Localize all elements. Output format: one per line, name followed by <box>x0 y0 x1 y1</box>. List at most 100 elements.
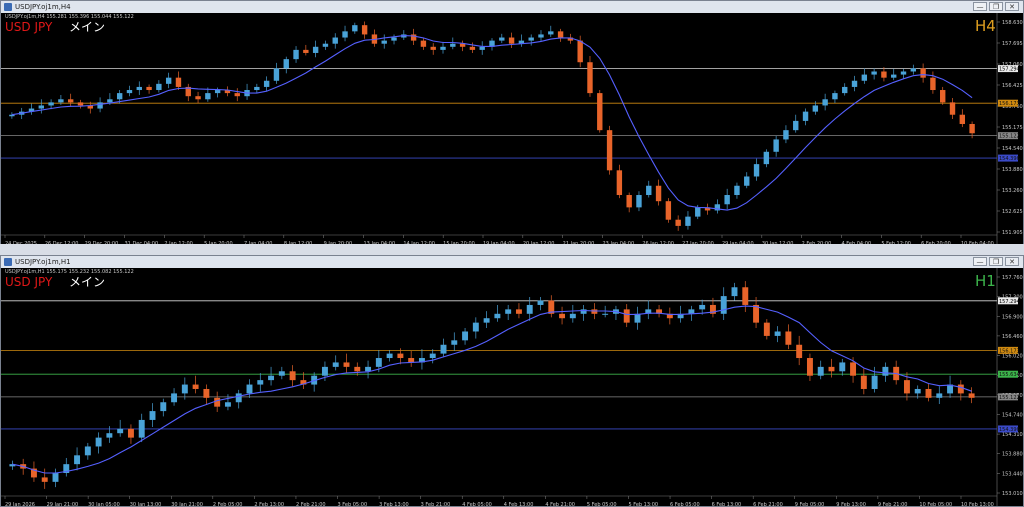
y-tick-label: 153.010 <box>1002 491 1023 497</box>
x-tick-label: 29 Jan 04:00 <box>722 241 754 244</box>
candle-body <box>149 411 156 420</box>
y-tick-label: 157.060 <box>1002 62 1023 68</box>
candlestick-chart-h1[interactable]: 157.760157.300156.900156.460156.020155.5… <box>1 268 1023 506</box>
candle-body <box>332 362 339 367</box>
candle-body <box>914 388 921 394</box>
candle-body <box>861 74 868 81</box>
candle-body <box>793 120 799 131</box>
chart-area-h1[interactable]: 157.760157.300156.900156.460156.020155.5… <box>1 268 1023 506</box>
candle-body <box>246 384 253 394</box>
candle-body <box>84 446 91 456</box>
x-tick-label: 30 Jan 05:00 <box>88 502 120 506</box>
x-tick-label: 2 Feb 21:00 <box>296 502 326 506</box>
x-tick-label: 4 Feb 13:00 <box>504 502 534 506</box>
candle-body <box>724 195 730 205</box>
x-tick-label: 10 Feb 13:00 <box>961 502 994 506</box>
symbol-label: USD JPY <box>5 20 53 34</box>
price-label: 155.122 <box>999 395 1020 401</box>
candle-body <box>714 204 721 211</box>
candle-body <box>949 102 956 115</box>
close-button[interactable]: ✕ <box>1005 257 1019 266</box>
candle-body <box>753 304 760 323</box>
candle-body <box>665 201 672 220</box>
x-tick-label: 3 Feb 13:00 <box>379 502 409 506</box>
candle-body <box>41 477 48 482</box>
candle-body <box>704 207 711 211</box>
x-tick-label: 9 Feb 13:00 <box>836 502 866 506</box>
candle-body <box>52 473 59 482</box>
candle-body <box>557 31 564 38</box>
candle-body <box>763 151 770 165</box>
candle-body <box>440 46 446 50</box>
candle-body <box>354 366 361 372</box>
candle-body <box>175 77 182 87</box>
candle-body <box>483 318 490 323</box>
price-label-box <box>998 99 1018 107</box>
x-tick-label: 30 Jan 13:00 <box>130 502 162 506</box>
x-tick-label: 31 Dec 04:00 <box>125 241 159 244</box>
candle-body <box>508 37 515 44</box>
x-tick-label: 14 Jan 12:00 <box>403 241 435 244</box>
candle-body <box>156 83 162 91</box>
candle-body <box>699 304 706 310</box>
y-tick-label: 152.625 <box>1002 209 1023 215</box>
minimize-button[interactable]: — <box>973 257 987 266</box>
chart-window-icon <box>4 258 12 266</box>
candle-body <box>655 185 662 202</box>
y-tick-label: 153.440 <box>1002 471 1023 477</box>
candle-body <box>753 164 760 177</box>
candle-body <box>195 96 201 100</box>
candle-body <box>538 34 544 38</box>
moving-average-line <box>11 35 973 211</box>
candle-body <box>58 99 64 103</box>
chart-window-h1[interactable]: USDJPY.oj1m,H1 — ❐ ✕ 157.760157.300156.9… <box>0 255 1024 507</box>
x-tick-label: 6 Feb 05:00 <box>670 502 700 506</box>
candle-body <box>606 130 613 171</box>
minimize-button[interactable]: — <box>973 2 987 11</box>
price-label-box <box>998 132 1018 140</box>
candle-body <box>63 464 70 474</box>
candle-body <box>666 313 673 319</box>
y-tick-label: 157.760 <box>1002 275 1023 281</box>
x-tick-label: 23 Jan 04:00 <box>603 241 635 244</box>
price-label: 155.122 <box>999 134 1020 140</box>
chart-area-h4[interactable]: 158.630 157.695 157.060 156.425 155.760 155.1… <box>1 13 1023 244</box>
price-label: 154.396 <box>999 156 1020 162</box>
x-tick-label: 6 Feb 21:00 <box>753 502 783 506</box>
candle-body <box>235 393 242 403</box>
candle-body <box>881 71 887 78</box>
candle-body <box>891 74 897 78</box>
candle-body <box>695 207 701 217</box>
y-tick-label: 156.900 <box>1002 314 1023 320</box>
candle-body <box>87 105 93 109</box>
candle-body <box>74 455 81 465</box>
candle-body <box>185 86 191 97</box>
candle-body <box>526 304 533 314</box>
price-label-box <box>998 65 1018 73</box>
candlestick-chart-h4[interactable]: 158.630 157.695 157.060 156.425 155.760 155.1… <box>1 13 1023 244</box>
candle-body <box>656 309 663 314</box>
candle-body <box>720 296 727 314</box>
x-tick-label: 10 Feb 05:00 <box>919 502 952 506</box>
x-tick-label: 2 Feb 20:00 <box>802 241 832 244</box>
close-button[interactable]: ✕ <box>1005 2 1019 11</box>
candle-body <box>469 46 476 50</box>
candle-body <box>567 37 574 41</box>
chart-window-h4[interactable]: USDJPY.oj1m,H4 — ❐ ✕ 158.630 157.695 157.0… <box>0 0 1024 244</box>
chart-window-icon <box>4 3 12 11</box>
y-tick-label: 157.695 <box>1002 41 1023 47</box>
y-tick-label: 155.760 <box>1002 104 1023 110</box>
candle-body <box>375 358 382 367</box>
candle-body <box>636 195 642 208</box>
candle-body <box>289 371 296 381</box>
x-tick-label: 30 Jan 21:00 <box>171 502 203 506</box>
candle-body <box>832 93 838 100</box>
restore-button[interactable]: ❐ <box>989 2 1003 11</box>
x-tick-label: 5 Feb 13:00 <box>628 502 658 506</box>
x-tick-label: 4 Feb 21:00 <box>545 502 575 506</box>
price-label-box <box>998 425 1018 433</box>
candle-body <box>548 300 555 314</box>
candle-body <box>136 86 142 91</box>
candle-body <box>303 49 309 53</box>
restore-button[interactable]: ❐ <box>989 257 1003 266</box>
